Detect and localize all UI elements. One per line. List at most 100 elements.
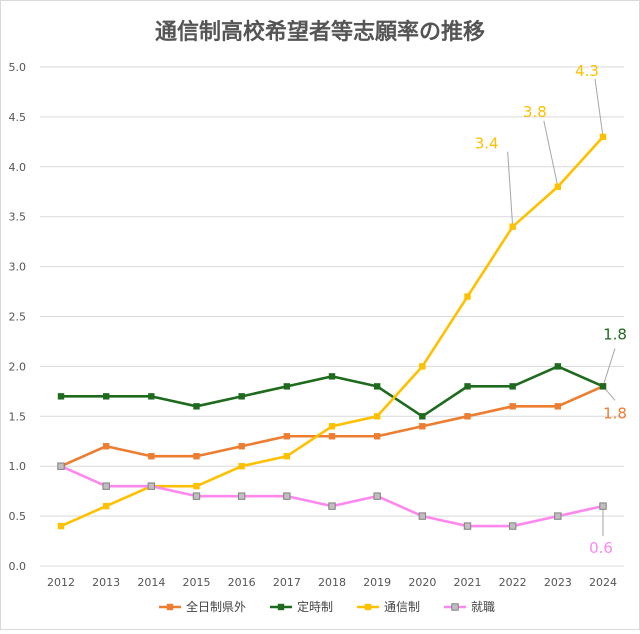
- y-tick-label: 2.0: [9, 360, 27, 373]
- legend-label: 定時制: [297, 599, 333, 614]
- data-point: [193, 453, 200, 460]
- data-point: [193, 482, 200, 490]
- data-point: [328, 502, 336, 510]
- y-axis-ticks: 0.0 0.5 1.0 1.5 2.0 2.5 3.0 3.5 4.0 4.5 5.0: [9, 61, 27, 573]
- data-point: [508, 522, 517, 530]
- y-tick-label: 4.0: [9, 161, 27, 174]
- x-tick-label: 2021: [454, 576, 482, 589]
- data-point: [509, 403, 516, 410]
- y-tick-label: 3.0: [9, 261, 27, 274]
- data-label: 0.6: [589, 539, 613, 557]
- gridlines: [40, 66, 624, 567]
- data-point: [283, 492, 291, 500]
- data-point: [599, 383, 607, 390]
- legend-swatch-marker: [277, 603, 285, 611]
- x-tick-label: 2016: [228, 576, 256, 589]
- data-point: [419, 363, 426, 370]
- data-label: 3.8: [523, 103, 547, 121]
- data-point: [554, 403, 562, 410]
- legend-item: 通信制: [357, 600, 420, 614]
- data-point: [148, 453, 155, 460]
- y-tick-label: 3.5: [9, 211, 27, 224]
- y-tick-label: 0.5: [9, 510, 27, 523]
- data-point: [509, 383, 516, 390]
- x-tick-label: 2014: [137, 576, 165, 589]
- data-point: [193, 403, 200, 410]
- data-point: [192, 492, 201, 500]
- data-point: [418, 512, 427, 520]
- legend-swatch-marker: [166, 603, 174, 611]
- data-point: [463, 522, 472, 530]
- x-tick-label: 2023: [544, 576, 572, 589]
- data-label: 3.4: [475, 135, 499, 153]
- data-label: 1.8: [603, 404, 627, 422]
- data-point: [237, 492, 246, 500]
- y-tick-label: 2.5: [9, 311, 27, 324]
- data-point: [57, 522, 65, 530]
- leader-line: [543, 120, 559, 187]
- leader-lines: [507, 78, 616, 537]
- data-point: [57, 393, 65, 400]
- data-point: [238, 463, 245, 470]
- legend-label: 通信制: [384, 600, 420, 614]
- data-point: [283, 453, 291, 460]
- series-markers: [57, 133, 607, 530]
- legend-item: 全日制県外: [159, 599, 246, 614]
- data-point: [599, 502, 607, 510]
- data-point: [283, 433, 291, 440]
- data-point: [373, 413, 381, 420]
- legend-item: 就職: [444, 600, 495, 614]
- y-tick-label: 1.0: [9, 460, 27, 473]
- leader-line: [507, 151, 514, 227]
- y-tick-label: 4.5: [9, 111, 27, 124]
- y-tick-label: 1.5: [9, 410, 27, 423]
- legend-label: 全日制県外: [186, 599, 246, 614]
- data-label: 1.8: [603, 325, 627, 343]
- data-point: [102, 393, 110, 400]
- x-tick-label: 2020: [408, 576, 436, 589]
- data-point: [373, 492, 381, 500]
- data-point: [554, 512, 562, 520]
- data-point: [328, 423, 336, 430]
- data-point: [554, 183, 562, 190]
- chart-title: 通信制高校希望者等志願率の推移: [155, 19, 485, 45]
- data-point: [419, 413, 426, 420]
- data-point: [599, 133, 607, 141]
- x-tick-label: 2018: [318, 576, 346, 589]
- x-tick-label: 2024: [589, 576, 617, 589]
- data-point: [102, 443, 110, 450]
- data-labels: 3.4 3.8 4.3 1.8 1.8 0.6: [475, 62, 627, 557]
- data-point: [464, 293, 471, 300]
- y-tick-label: 0.0: [9, 560, 27, 573]
- data-point: [57, 462, 65, 470]
- data-point: [283, 383, 291, 390]
- x-tick-label: 2017: [273, 576, 301, 589]
- y-tick-label: 5.0: [9, 61, 27, 74]
- leader-line: [602, 348, 616, 387]
- leader-line: [594, 78, 604, 137]
- data-point: [102, 502, 110, 510]
- legend: 全日制県外 定時制 通信制 就職: [159, 599, 495, 614]
- data-point: [147, 482, 156, 490]
- data-point: [464, 413, 471, 420]
- legend-swatch-marker: [451, 603, 459, 611]
- data-point: [148, 393, 155, 400]
- x-tick-label: 2019: [363, 576, 391, 589]
- x-tick-label: 2015: [183, 576, 211, 589]
- legend-swatch-marker: [364, 603, 372, 611]
- data-point: [373, 433, 381, 440]
- data-point: [328, 433, 336, 440]
- legend-item: 定時制: [270, 599, 333, 614]
- data-label: 4.3: [575, 62, 599, 80]
- data-point: [464, 383, 471, 390]
- data-point: [238, 443, 245, 450]
- x-tick-label: 2013: [92, 576, 120, 589]
- data-point: [419, 423, 426, 430]
- data-point: [509, 223, 516, 230]
- data-point: [554, 363, 562, 370]
- data-point: [102, 482, 110, 490]
- x-axis-ticks: 2012 2013 2014 2015 2016 2017 2018 2019 2020 2021…: [47, 576, 617, 589]
